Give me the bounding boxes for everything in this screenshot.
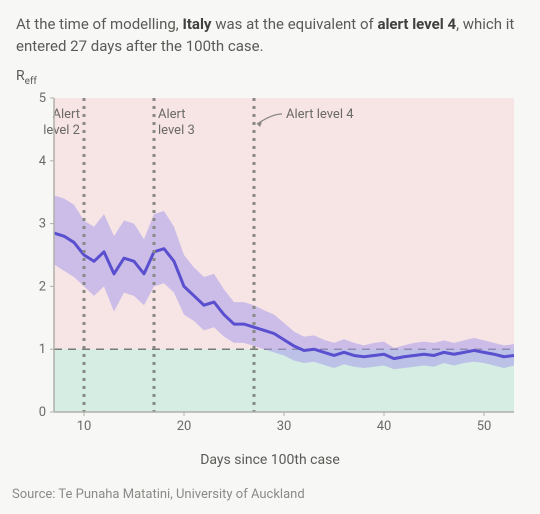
title-bold-country: Italy <box>182 15 211 33</box>
ylabel-main: R <box>16 68 25 84</box>
x-axis-label: Days since 100th case <box>0 452 540 468</box>
ytick-label: 4 <box>39 154 47 169</box>
xtick-label: 20 <box>177 419 192 434</box>
xtick-label: 50 <box>477 419 492 434</box>
ytick-label: 2 <box>39 279 46 294</box>
ytick-label: 5 <box>39 92 46 106</box>
alert-label: level 2 <box>43 123 80 138</box>
ylabel-sub: eff <box>25 76 37 87</box>
chart-title: At the time of modelling, Italy was at t… <box>16 14 524 58</box>
source-text: Source: Te Punaha Matatini, University o… <box>12 487 305 502</box>
alert-label: Alert level 4 <box>286 107 354 122</box>
reff-chart: 0123451020304050Alertlevel 2Alertlevel 3… <box>34 92 520 446</box>
alert-label: Alert <box>52 107 80 122</box>
alert-label: Alert <box>158 107 186 122</box>
alert-label: level 3 <box>158 123 195 138</box>
xtick-label: 30 <box>277 419 292 434</box>
xtick-label: 10 <box>77 419 92 434</box>
title-bold-alert: alert level 4 <box>377 15 456 33</box>
xtick-label: 40 <box>377 419 392 434</box>
ytick-label: 3 <box>39 217 46 232</box>
ytick-label: 0 <box>39 405 46 420</box>
ytick-label: 1 <box>39 342 46 357</box>
y-axis-label: Reff <box>16 68 37 87</box>
title-part: was at the equivalent of <box>211 15 377 33</box>
title-part: At the time of modelling, <box>16 15 182 33</box>
